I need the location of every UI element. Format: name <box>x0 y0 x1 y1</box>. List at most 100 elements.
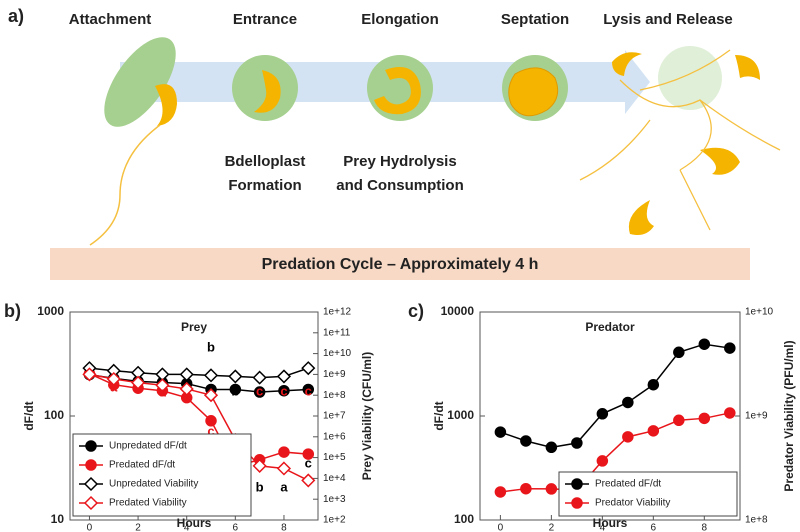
y-tick-label: 100 <box>44 408 64 422</box>
marker <box>724 407 736 419</box>
marker <box>302 383 315 396</box>
marker <box>106 371 121 387</box>
y2-tick-label: 1e+6 <box>323 431 346 442</box>
marker <box>520 482 532 495</box>
marker <box>673 346 685 359</box>
stage-note: Prey Hydrolysis <box>343 153 456 170</box>
cycle-bar <box>50 248 750 280</box>
marker <box>494 426 507 438</box>
significance-letter: a <box>110 379 118 394</box>
marker <box>252 370 267 385</box>
legend-label: Predated dF/dt <box>109 460 175 471</box>
significance-letter: c <box>280 383 287 398</box>
y-tick-label: 1000 <box>447 408 474 422</box>
marker <box>622 396 634 409</box>
marker <box>494 486 507 498</box>
marker <box>520 435 532 447</box>
y-tick-label: 10000 <box>441 304 475 318</box>
y-axis-label: dF/dt <box>22 401 36 430</box>
significance-letter: b <box>231 383 239 398</box>
y2-axis-label: Predator Viability (PFU/ml) <box>782 340 796 491</box>
marker <box>82 367 97 382</box>
legend-label: Unpredated dF/dt <box>109 441 187 452</box>
marker <box>545 441 558 454</box>
legend-marker <box>85 459 97 471</box>
series-line <box>89 373 309 482</box>
x-tick-label: 8 <box>281 523 287 532</box>
significance-letter: a <box>159 385 167 400</box>
marker <box>698 412 711 425</box>
filament <box>374 67 421 115</box>
marker <box>545 483 558 495</box>
progeny <box>700 147 740 175</box>
progeny <box>612 52 642 76</box>
progeny <box>735 55 760 80</box>
marker <box>724 342 736 354</box>
y2-tick-label: 1e+10 <box>745 307 774 318</box>
significance-letter: a <box>280 479 288 494</box>
cycle-label: Predation Cycle – Approximately 4 h <box>262 256 539 273</box>
series-line <box>500 343 730 449</box>
predator <box>254 70 281 113</box>
legend-box <box>558 471 738 517</box>
x-tick-label: 2 <box>135 523 141 532</box>
stage-label: Elongation <box>361 11 439 28</box>
marker <box>301 473 316 488</box>
y2-tick-label: 1e+2 <box>323 515 346 526</box>
marker <box>301 361 316 376</box>
series-line <box>89 373 309 393</box>
x-axis-label: Hours <box>593 516 628 530</box>
y2-tick-label: 1e+5 <box>323 452 346 463</box>
stage-note: Bdelloplast <box>225 153 306 170</box>
legend-label: Unpredated Viability <box>109 479 198 490</box>
septated-filament <box>508 67 559 117</box>
bdelloplast <box>232 55 298 121</box>
y2-tick-label: 1e+8 <box>745 515 768 526</box>
legend-marker <box>571 478 583 490</box>
marker <box>673 414 685 427</box>
marker <box>179 367 194 382</box>
y-tick-label: 100 <box>454 512 474 526</box>
marker <box>278 446 290 458</box>
legend-marker <box>83 476 99 492</box>
y2-tick-label: 1e+11 <box>323 327 351 338</box>
marker <box>278 384 290 397</box>
marker <box>203 388 219 403</box>
y2-axis-label: Prey Viability (CFU/ml) <box>360 352 374 480</box>
series-line <box>89 373 309 467</box>
marker <box>647 425 660 437</box>
stage-label: Entrance <box>233 11 297 28</box>
significance-letter: b <box>256 479 264 494</box>
y2-tick-label: 1e+4 <box>323 473 346 484</box>
x-tick-label: 0 <box>498 523 504 532</box>
marker <box>179 381 194 396</box>
x-tick-label: 2 <box>549 523 555 532</box>
marker <box>647 378 660 391</box>
y2-tick-label: 1e+12 <box>323 307 352 318</box>
marker <box>253 386 266 398</box>
y2-tick-label: 1e+9 <box>323 369 346 380</box>
flagellum <box>89 124 161 246</box>
legend-label: Predated Viability <box>109 498 187 509</box>
y-tick-label: 1000 <box>37 304 64 318</box>
marker <box>622 431 634 443</box>
marker <box>131 375 146 390</box>
y2-tick-label: 1e+7 <box>323 411 346 422</box>
x-tick-label: 6 <box>651 523 657 532</box>
predator <box>155 84 177 126</box>
x-tick-label: 8 <box>702 523 708 532</box>
marker <box>596 408 609 420</box>
marker <box>252 458 267 473</box>
legend-marker <box>571 497 583 509</box>
legend-marker <box>83 495 99 511</box>
marker <box>276 369 292 384</box>
chart-title: Prey <box>181 320 207 334</box>
legend-label: Predated dF/dt <box>595 479 661 490</box>
lysed-cell <box>658 46 722 110</box>
prey-cell <box>104 37 176 127</box>
stage-note: and Consumption <box>336 177 464 194</box>
marker <box>276 461 292 476</box>
x-axis-label: Hours <box>177 516 212 530</box>
y-tick-label: 10 <box>51 512 65 526</box>
